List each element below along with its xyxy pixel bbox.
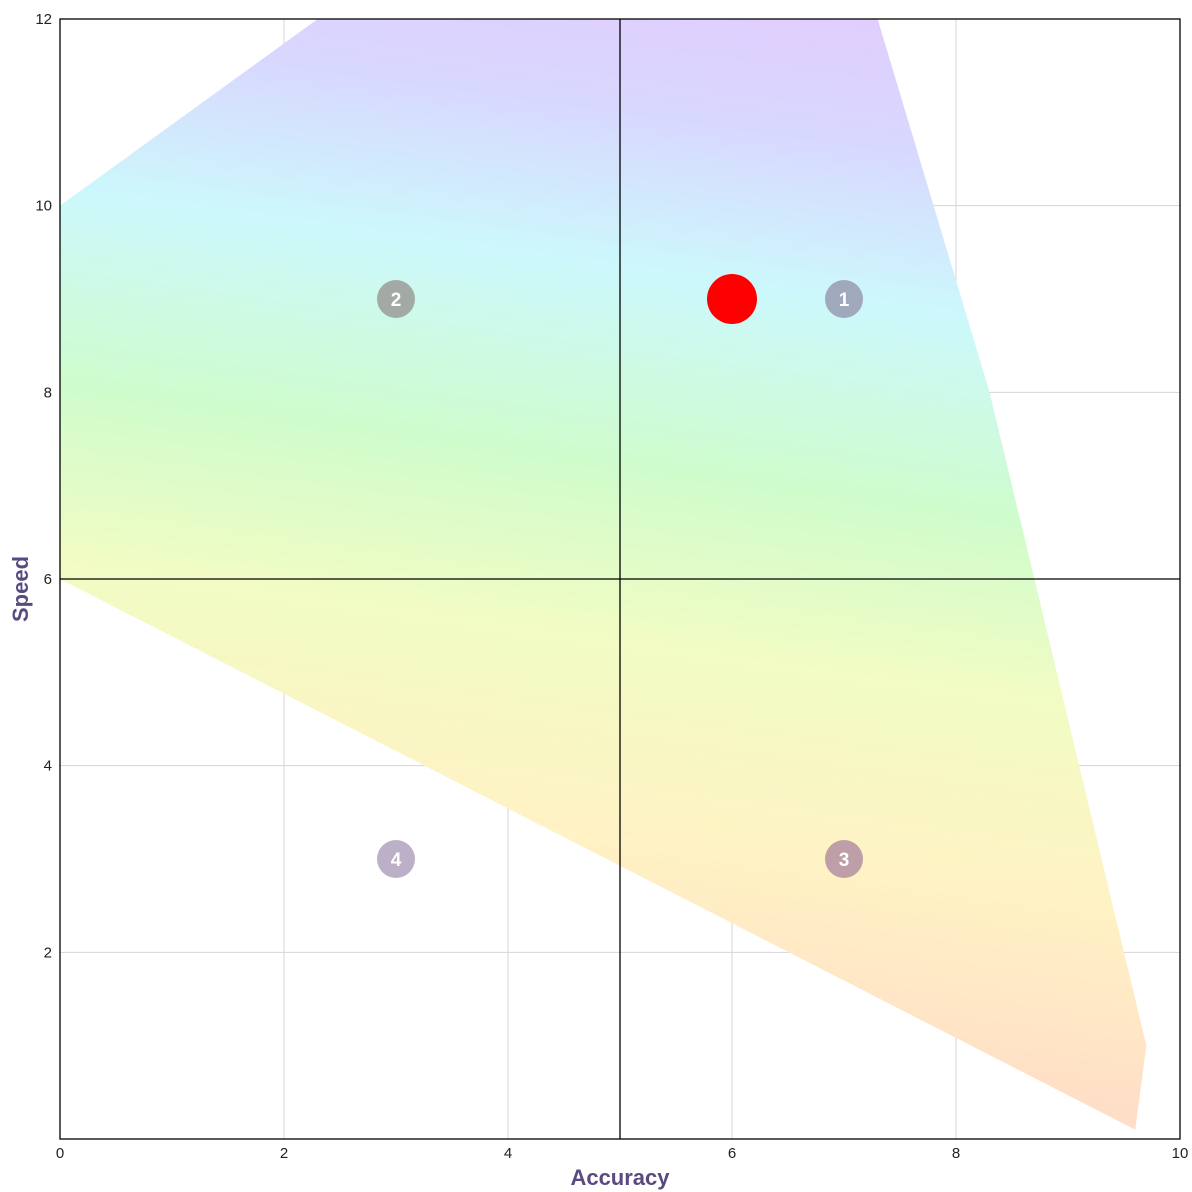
quadrant-badge-label: 2 xyxy=(391,290,402,311)
x-tick-label: 0 xyxy=(56,1145,64,1162)
quadrant-badge-circle xyxy=(377,280,415,318)
quadrant-badge-2: 2 xyxy=(377,280,415,318)
quadrant-badge-label: 1 xyxy=(839,290,850,311)
quadrant-badge-circle xyxy=(825,280,863,318)
y-tick-label: 12 xyxy=(35,11,52,28)
quadrant-badge-label: 4 xyxy=(391,850,402,871)
quadrant-badge-circle xyxy=(377,840,415,878)
plot-frame xyxy=(59,18,1181,1140)
data-point[interactable] xyxy=(707,274,757,324)
y-tick-label: 6 xyxy=(44,571,52,588)
x-tick-label: 2 xyxy=(280,1145,288,1162)
quadrant-dividers xyxy=(60,19,1180,1139)
quadrant-badge-3: 3 xyxy=(825,840,863,878)
quadrant-badge-circle xyxy=(825,840,863,878)
y-tick-label: 10 xyxy=(35,198,52,215)
quadrant-badge-label: 3 xyxy=(839,850,850,871)
gradient-region xyxy=(60,19,1147,1130)
y-axis-title: Speed xyxy=(8,556,33,622)
x-axis-title: Accuracy xyxy=(570,1165,670,1190)
data-points xyxy=(707,274,757,324)
quadrant-badge-1: 1 xyxy=(825,280,863,318)
y-tick-label: 2 xyxy=(44,944,52,961)
x-tick-label: 10 xyxy=(1172,1145,1189,1162)
y-tick-label: 8 xyxy=(44,384,52,401)
y-tick-label: 4 xyxy=(44,758,52,775)
quadrant-labels: 1 2 3 4 xyxy=(377,280,863,878)
quadrant-badge-4: 4 xyxy=(377,840,415,878)
x-tick-label: 8 xyxy=(952,1145,960,1162)
x-tick-label: 6 xyxy=(728,1145,736,1162)
x-tick-label: 4 xyxy=(504,1145,512,1162)
